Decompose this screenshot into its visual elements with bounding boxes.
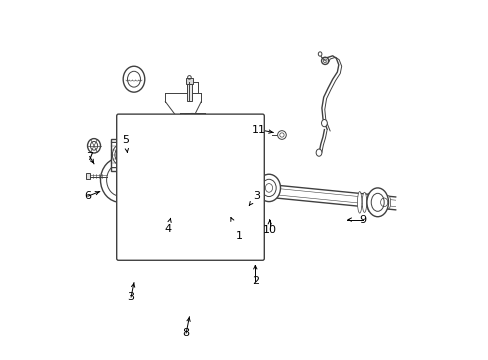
Ellipse shape: [381, 195, 385, 210]
Text: 3: 3: [252, 191, 259, 201]
Ellipse shape: [366, 193, 371, 212]
Bar: [186, 78, 192, 84]
Text: 11: 11: [251, 125, 265, 135]
Ellipse shape: [362, 192, 366, 212]
Ellipse shape: [277, 131, 285, 139]
Ellipse shape: [257, 174, 280, 202]
Text: 8: 8: [182, 328, 189, 338]
Text: 2: 2: [251, 276, 258, 286]
Ellipse shape: [321, 57, 328, 64]
Ellipse shape: [144, 166, 166, 194]
Ellipse shape: [170, 157, 217, 211]
Ellipse shape: [123, 66, 144, 92]
Bar: [186, 84, 192, 101]
Text: 3: 3: [127, 292, 134, 302]
Ellipse shape: [316, 149, 321, 156]
Ellipse shape: [249, 122, 263, 137]
Ellipse shape: [163, 149, 224, 218]
Text: 9: 9: [359, 215, 366, 225]
Ellipse shape: [227, 168, 257, 202]
Text: 5: 5: [122, 135, 129, 145]
Ellipse shape: [366, 188, 387, 217]
Bar: [85, 173, 90, 179]
Text: 10: 10: [262, 225, 276, 235]
Ellipse shape: [101, 158, 140, 202]
Ellipse shape: [239, 194, 257, 216]
Ellipse shape: [376, 194, 380, 210]
Ellipse shape: [371, 194, 375, 211]
Ellipse shape: [318, 52, 321, 56]
Text: 6: 6: [84, 191, 91, 201]
Bar: [111, 139, 129, 171]
Ellipse shape: [386, 196, 390, 209]
Text: 1: 1: [235, 231, 242, 241]
Ellipse shape: [321, 120, 326, 127]
Ellipse shape: [178, 165, 210, 202]
Text: 4: 4: [164, 224, 171, 234]
Text: 7: 7: [86, 152, 93, 162]
Ellipse shape: [87, 139, 101, 153]
Ellipse shape: [357, 192, 361, 213]
FancyBboxPatch shape: [117, 114, 264, 260]
